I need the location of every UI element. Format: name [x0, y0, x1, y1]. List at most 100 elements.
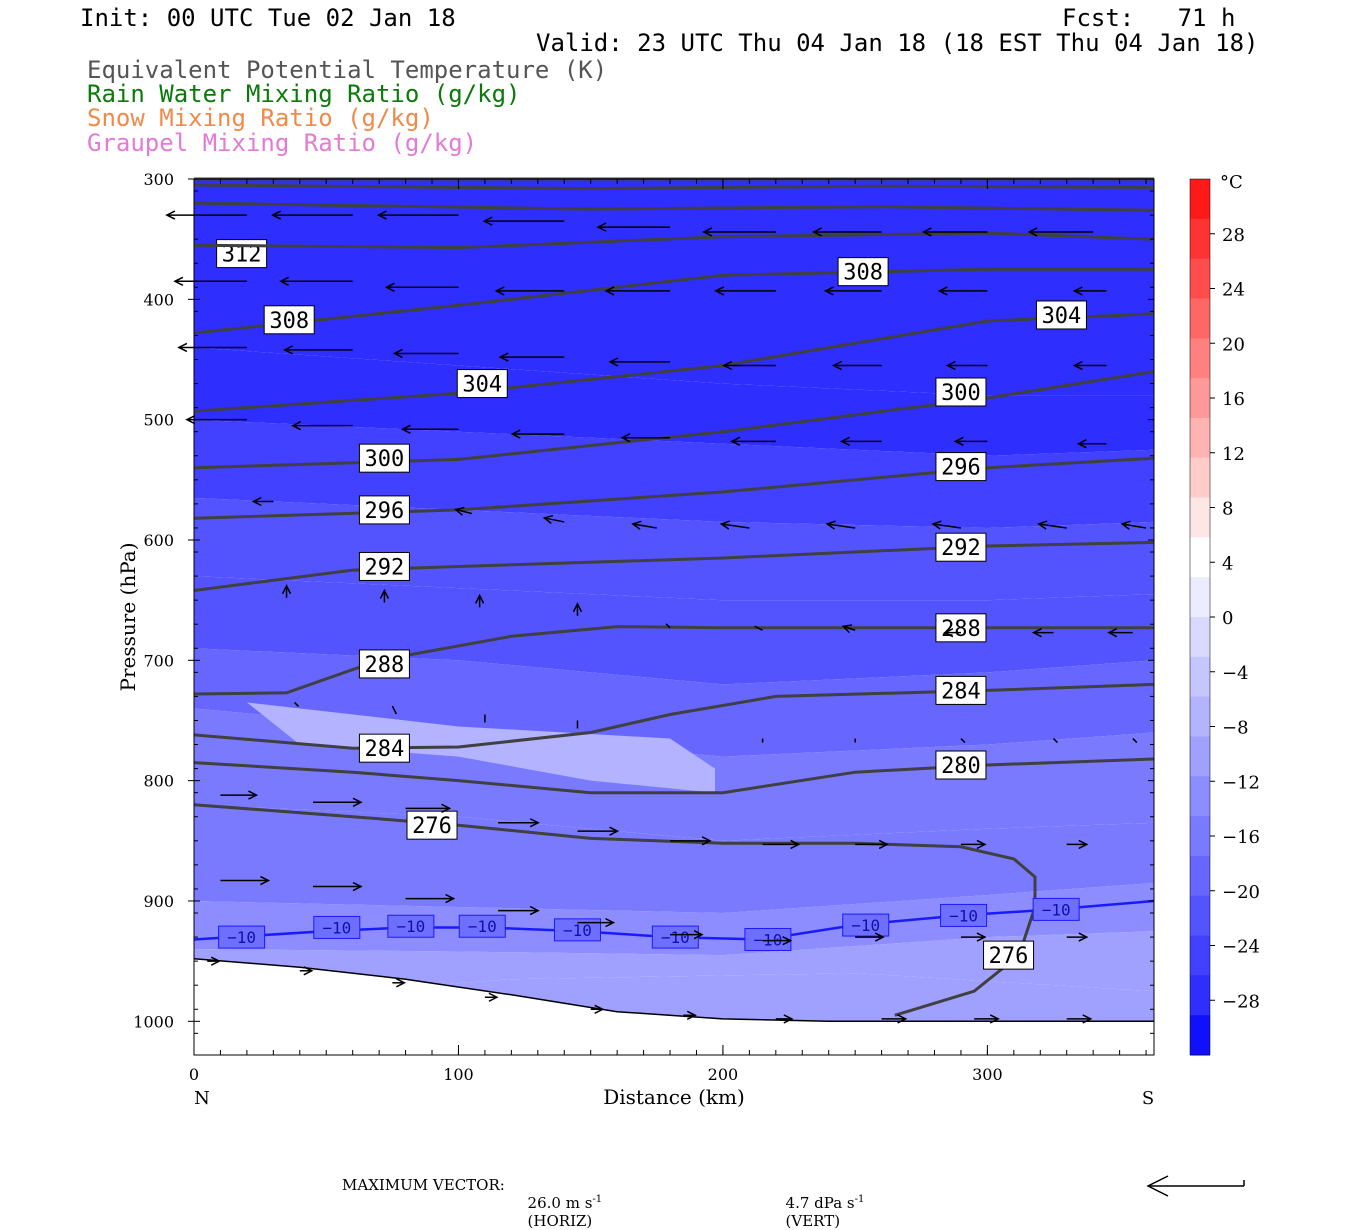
field-snow: Snow Mixing Ratio (g/kg): [87, 104, 434, 132]
wind-vector-head: [989, 1014, 1000, 1024]
wind-vector: [670, 836, 712, 846]
wind-vector: [719, 520, 750, 530]
isotherm-label: −10: [949, 906, 978, 925]
isotherm-label-box: [218, 925, 266, 949]
wind-vector-head: [811, 227, 822, 237]
wind-vector: [572, 602, 583, 616]
wind-vector: [590, 1004, 605, 1014]
wind-vector-head: [510, 429, 521, 439]
theta-e-label: 292: [365, 555, 405, 580]
y-axis-title: Pressure (hPa): [116, 543, 140, 692]
wind-vector-head: [604, 286, 615, 296]
isotherm-label: −10: [322, 918, 351, 937]
wind-vector: [313, 797, 363, 807]
colorbar-swatch: [1190, 457, 1210, 499]
wind-vector-head: [831, 360, 842, 371]
wind-vector: [943, 627, 961, 638]
wind-vector: [484, 992, 499, 1002]
wind-vector-head: [825, 520, 836, 530]
wind-vector-head: [529, 905, 540, 916]
wind-vector-head: [482, 216, 493, 226]
theta-e-label: 276: [412, 814, 452, 839]
wind-vector: [379, 588, 390, 603]
theta-e-label-box: [456, 369, 508, 399]
wind-vector: [754, 625, 763, 631]
wind-vector: [825, 520, 856, 530]
wind-vector-head: [620, 433, 631, 443]
wind-vector-head: [529, 818, 540, 828]
surface-line: [193, 957, 1154, 1023]
wind-vector: [730, 436, 776, 446]
theta-e-label: 304: [462, 373, 502, 398]
wind-vector-head: [878, 839, 889, 850]
wind-vector: [1120, 520, 1147, 530]
wind-vector-head: [572, 602, 583, 613]
wind-vector: [281, 584, 292, 598]
wind-vector-head: [782, 936, 793, 946]
wind-vector-head: [1031, 627, 1042, 638]
wind-vector-head: [441, 803, 452, 813]
wind-vector-head: [823, 286, 834, 296]
colorbar-swatch: [1190, 617, 1210, 658]
y-tick-label: 400: [143, 290, 174, 309]
wind-vector: [665, 623, 671, 629]
wind-vector-head: [897, 1014, 908, 1024]
wind-vector: [577, 826, 620, 836]
colorbar-tick-label: 4: [1222, 553, 1233, 574]
field-theta-e: Equivalent Potential Temperature (K): [87, 56, 608, 84]
wind-vector-head: [474, 593, 485, 604]
wind-vector-head: [839, 436, 850, 446]
wind-vector: [177, 342, 247, 353]
wind-vector-head: [945, 360, 956, 371]
wind-vector: [510, 429, 565, 439]
colorbar-tick-label: 28: [1222, 225, 1245, 246]
wind-vector-head: [953, 436, 964, 446]
wind-vector: [207, 956, 221, 966]
wind-vector-head: [921, 227, 932, 237]
theta-e-label-box: [358, 443, 410, 473]
theta-e-label: 292: [941, 536, 981, 561]
temperature-fill: [194, 179, 1154, 1055]
wind-vector-head: [392, 348, 403, 359]
theta-e-label-box: [983, 940, 1035, 970]
wind-vector: [384, 282, 459, 292]
vert-value: 4.7 dPa s: [785, 1194, 855, 1212]
theta-e-line-8: [193, 540, 1155, 592]
theta-e-line-3: [193, 231, 1155, 250]
wind-vector: [670, 929, 704, 940]
wind-vector: [960, 738, 966, 744]
theta-e-label-box: [935, 675, 987, 705]
colorbar-tick-label: 8: [1222, 499, 1233, 520]
isotherm-label: −10: [1042, 900, 1071, 919]
wind-vector: [960, 839, 987, 850]
wind-vector-head: [701, 836, 712, 846]
wind-vector-shaft: [293, 701, 300, 707]
wind-vector: [974, 1014, 1000, 1024]
wind-vector: [960, 932, 987, 942]
wind-vector: [841, 624, 856, 634]
colorbar-swatch: [1190, 696, 1210, 737]
wind-vector: [1072, 286, 1107, 296]
theta-e-label-box: [358, 495, 410, 525]
wind-vector-head: [1076, 439, 1087, 449]
wind-vector: [1066, 839, 1089, 850]
wind-vector-shaft: [754, 625, 763, 631]
wind-vector-head: [631, 520, 642, 530]
isotherm-label: −10: [468, 917, 497, 936]
wind-vector-shaft: [391, 705, 398, 715]
colorbar-swatch: [1190, 338, 1210, 379]
colorbar-tick-label: −24: [1222, 937, 1260, 958]
wind-vector-head: [1072, 286, 1083, 296]
wind-vector: [839, 436, 882, 446]
wind-vector-shaft: [632, 523, 657, 529]
wind-vector-head: [594, 1004, 605, 1014]
colorbar-swatch: [1190, 935, 1210, 976]
colorbar-swatch: [1190, 776, 1210, 817]
wind-vector-head: [352, 797, 363, 807]
isotherm-label: −10: [851, 916, 880, 935]
temperature-band-11: [246, 702, 715, 793]
colorbar-tick-label: 20: [1222, 334, 1245, 355]
wind-vector: [299, 966, 314, 976]
wind-vector: [251, 496, 274, 507]
wind-vector-head: [1107, 627, 1118, 638]
